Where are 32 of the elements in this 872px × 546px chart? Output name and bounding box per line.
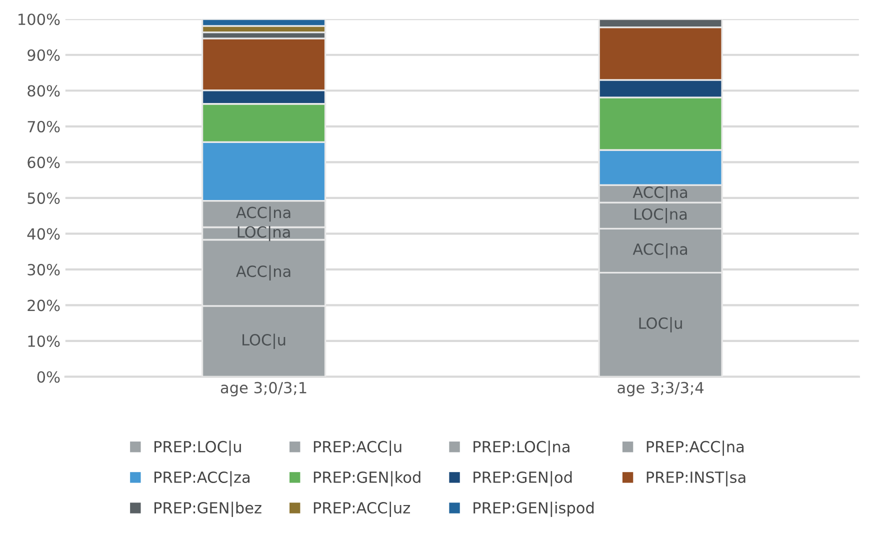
y-tick-label: 80% (28, 85, 60, 97)
y-tick-label: 40% (27, 228, 60, 240)
y-tick-label: 90% (28, 49, 60, 61)
y-tick-label: 100% (18, 14, 60, 26)
legend-label: PREP:INST|sa (646, 471, 746, 486)
x-tick-label: age 3;3/3;4 (618, 382, 704, 396)
y-tick-label: 0% (37, 371, 60, 383)
legend-label: PREP:ACC|na (646, 440, 744, 456)
legend-label: PREP:ACC|za (154, 471, 250, 486)
data-label: ACC|na (632, 186, 688, 202)
legend-label: PREP:ACC|uz (314, 502, 410, 517)
data-label: LOC|na (634, 208, 687, 224)
y-tick-label: 70% (28, 120, 60, 132)
legend-label: PREP:GEN|kod (314, 471, 420, 486)
legend-label: PREP:GEN|od (474, 471, 572, 486)
data-label: LOC|u (242, 334, 286, 349)
data-label: ACC|na (236, 206, 290, 222)
legend-label: PREP:LOC|u (154, 440, 241, 456)
legend-label: PREP:LOC|na (474, 440, 570, 456)
legend-label: PREP:GEN|ispod (474, 502, 594, 517)
y-tick-label: 10% (28, 335, 60, 347)
y-tick-label: 60% (28, 156, 60, 168)
y-tick-label: 20% (28, 300, 60, 312)
y-tick-label: 50% (28, 192, 60, 204)
data-label: LOC|na (238, 226, 290, 242)
legend-label: PREP:ACC|u (314, 440, 402, 456)
data-label: LOC|u (639, 317, 682, 332)
y-tick-label: 30% (28, 264, 60, 276)
data-label: ACC|na (632, 243, 688, 258)
x-tick-label: age 3;0/3;1 (220, 382, 306, 396)
data-label: ACC|na (236, 265, 290, 280)
legend-label: PREP:GEN|bez (154, 502, 262, 517)
